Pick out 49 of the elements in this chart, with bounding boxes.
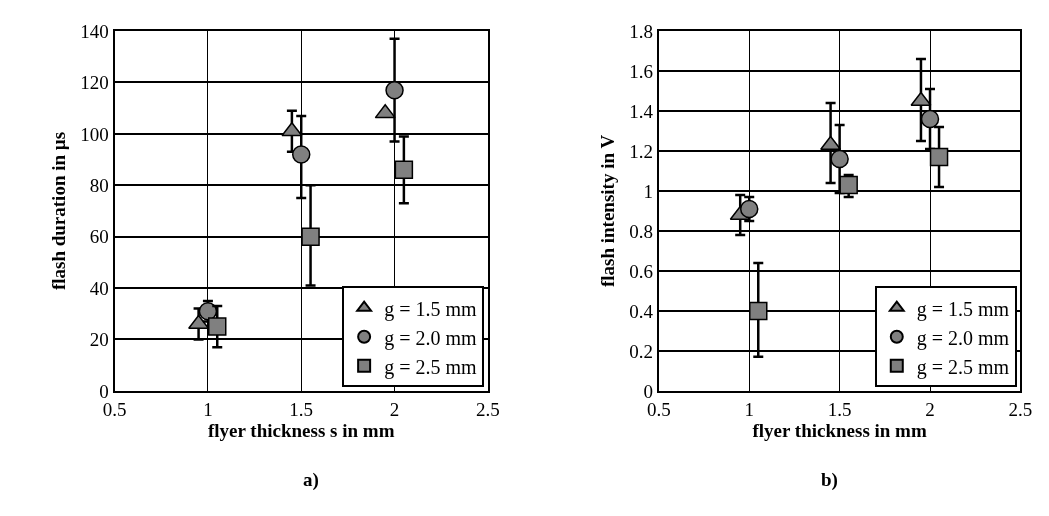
x-tick-label: 2.5 bbox=[475, 398, 500, 420]
legend-label: g = 2.0 mm bbox=[916, 326, 1010, 350]
text: a) bbox=[303, 469, 319, 491]
point bbox=[208, 317, 227, 336]
y-tick-label: 40 bbox=[89, 277, 109, 299]
y-tick-label: 0.2 bbox=[629, 340, 654, 362]
y-tick-label: 0.4 bbox=[629, 300, 654, 322]
y-tick-label: 80 bbox=[89, 174, 109, 196]
y-tick-label: 100 bbox=[80, 123, 109, 145]
x-tick-label: 1 bbox=[744, 398, 754, 420]
point bbox=[929, 147, 949, 167]
x-tick-label: 2 bbox=[389, 398, 400, 420]
point bbox=[839, 175, 858, 195]
y-axis-title: flash duration in µs bbox=[47, 131, 69, 291]
y-tick-label: 0.8 bbox=[629, 220, 654, 242]
y-tick-label: 60 bbox=[89, 226, 109, 248]
point bbox=[385, 80, 404, 100]
legend-label: g = 2.5 mm bbox=[916, 355, 1010, 379]
x-tick-label: 2 bbox=[925, 398, 935, 420]
point bbox=[910, 91, 932, 107]
y-tick-label: 1.4 bbox=[629, 100, 654, 122]
x-tick-label: 1 bbox=[203, 398, 213, 420]
y-tick-label: 20 bbox=[89, 329, 109, 351]
point bbox=[830, 149, 849, 169]
x-tick-label: 1.5 bbox=[827, 398, 852, 420]
point bbox=[749, 301, 768, 321]
text: b) bbox=[821, 469, 838, 491]
legend-label: g = 1.5 mm bbox=[384, 297, 477, 321]
y-tick-label: 120 bbox=[80, 72, 109, 94]
point bbox=[739, 199, 759, 219]
y-tick-label: 140 bbox=[80, 20, 109, 42]
y-tick-label: 0.6 bbox=[629, 260, 654, 282]
point bbox=[301, 227, 320, 246]
x-axis-title: flyer thickness in mm bbox=[752, 419, 927, 441]
y-tick-label: 1 bbox=[643, 180, 654, 202]
point bbox=[920, 109, 940, 129]
y-tick-label: 1.6 bbox=[629, 60, 654, 82]
y-tick-label: 1.2 bbox=[629, 140, 654, 162]
legend-label: g = 2.0 mm bbox=[384, 326, 477, 350]
legend-label: g = 1.5 mm bbox=[916, 297, 1010, 321]
x-axis-title: flyer thickness s in mm bbox=[207, 419, 395, 441]
legend-label: g = 2.5 mm bbox=[384, 355, 477, 379]
y-axis-title: flash intensity in V bbox=[596, 134, 618, 288]
y-tick-label: 1.8 bbox=[629, 20, 654, 42]
point bbox=[291, 145, 311, 164]
point bbox=[188, 314, 210, 330]
point bbox=[394, 160, 414, 180]
x-tick-label: 2.5 bbox=[1008, 398, 1033, 420]
x-tick-label: 1.5 bbox=[289, 398, 314, 420]
